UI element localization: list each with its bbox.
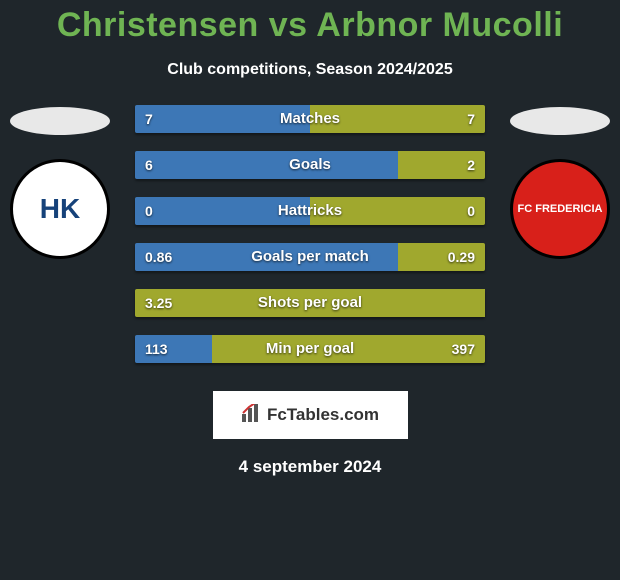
stat-row: Goals6 2 xyxy=(135,151,485,179)
stat-value-right: 397 xyxy=(452,335,475,363)
comparison-title: Christensen vs Arbnor Mucolli xyxy=(0,0,620,45)
brand-box: FcTables.com xyxy=(213,391,408,439)
stat-label: Hattricks xyxy=(135,197,485,225)
stat-value-left: 6 xyxy=(145,151,153,179)
stat-value-left: 7 xyxy=(145,105,153,133)
stat-value-left: 113 xyxy=(145,335,168,363)
stat-value-right: 2 xyxy=(467,151,475,179)
stat-value-right: 0 xyxy=(467,197,475,225)
stat-value-left: 0 xyxy=(145,197,153,225)
stat-row: Matches7 7 xyxy=(135,105,485,133)
date-text: 4 september 2024 xyxy=(0,457,620,477)
stat-row: Hattricks0 0 xyxy=(135,197,485,225)
stat-bars: Matches7 7 Goals6 2 Hattricks0 0 Goals per mat… xyxy=(135,105,485,381)
crest-right-text: FC FREDERICIA xyxy=(518,203,603,215)
brand-icon xyxy=(241,404,261,427)
left-badge-column: HK xyxy=(0,105,120,365)
stat-value-left: 0.86 xyxy=(145,243,172,271)
crest-left-text: HK xyxy=(40,193,80,225)
player-right-silhouette xyxy=(510,107,610,135)
vs-text: vs xyxy=(269,6,308,44)
brand-text: FcTables.com xyxy=(267,405,379,425)
stat-value-left: 3.25 xyxy=(145,289,172,317)
stat-label: Goals per match xyxy=(135,243,485,271)
stat-value-right: 0.29 xyxy=(448,243,475,271)
player-left-silhouette xyxy=(10,107,110,135)
stat-label: Goals xyxy=(135,151,485,179)
stat-label: Min per goal xyxy=(135,335,485,363)
stat-row: Shots per goal3.25 xyxy=(135,289,485,317)
club-crest-left: HK xyxy=(10,159,110,259)
comparison-panel: HK FC FREDERICIA Matches7 7 Goals6 2 Hattric… xyxy=(0,105,620,375)
stat-value-right: 7 xyxy=(467,105,475,133)
stat-label: Shots per goal xyxy=(135,289,485,317)
stat-row: Min per goal113 397 xyxy=(135,335,485,363)
club-crest-right: FC FREDERICIA xyxy=(510,159,610,259)
subtitle: Club competitions, Season 2024/2025 xyxy=(0,61,620,79)
player-right-name: Arbnor Mucolli xyxy=(316,6,563,44)
stat-row: Goals per match0.86 0.29 xyxy=(135,243,485,271)
player-left-name: Christensen xyxy=(57,6,259,44)
right-badge-column: FC FREDERICIA xyxy=(500,105,620,365)
stat-label: Matches xyxy=(135,105,485,133)
